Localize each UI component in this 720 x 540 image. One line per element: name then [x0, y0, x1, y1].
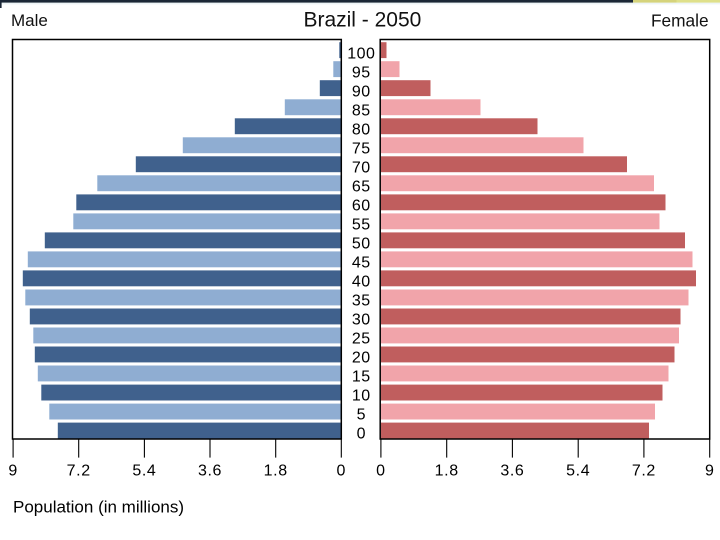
svg-text:90: 90 [352, 83, 371, 100]
svg-text:15: 15 [352, 369, 371, 386]
svg-text:0: 0 [337, 462, 347, 479]
svg-text:5: 5 [357, 407, 366, 424]
svg-text:75: 75 [352, 140, 371, 157]
svg-text:25: 25 [352, 331, 371, 348]
svg-text:9: 9 [705, 462, 715, 479]
svg-text:40: 40 [352, 274, 371, 291]
svg-text:9: 9 [8, 462, 18, 479]
svg-text:0: 0 [376, 462, 386, 479]
svg-text:65: 65 [352, 178, 371, 195]
svg-text:10: 10 [352, 388, 371, 405]
svg-text:7.2: 7.2 [67, 462, 91, 479]
svg-text:7.2: 7.2 [632, 462, 656, 479]
svg-text:Population (in millions): Population (in millions) [13, 497, 184, 516]
svg-text:85: 85 [352, 102, 371, 119]
svg-text:Male: Male [11, 11, 48, 30]
svg-text:20: 20 [352, 350, 371, 367]
svg-text:70: 70 [352, 159, 371, 176]
svg-text:95: 95 [352, 64, 371, 81]
svg-text:60: 60 [352, 198, 371, 215]
svg-text:3.6: 3.6 [500, 462, 524, 479]
svg-text:35: 35 [352, 293, 371, 310]
svg-text:1.8: 1.8 [435, 462, 459, 479]
svg-text:55: 55 [352, 217, 371, 234]
svg-text:1.8: 1.8 [264, 462, 288, 479]
svg-text:50: 50 [352, 236, 371, 253]
svg-text:5.4: 5.4 [566, 462, 590, 479]
svg-text:0: 0 [357, 426, 366, 443]
svg-text:100: 100 [347, 45, 375, 62]
svg-text:Female: Female [651, 11, 709, 31]
svg-text:45: 45 [352, 255, 371, 272]
svg-text:80: 80 [352, 121, 371, 138]
svg-text:30: 30 [352, 312, 371, 329]
svg-text:Brazil - 2050: Brazil - 2050 [303, 9, 421, 32]
svg-text:5.4: 5.4 [132, 462, 156, 479]
svg-text:3.6: 3.6 [198, 462, 222, 479]
